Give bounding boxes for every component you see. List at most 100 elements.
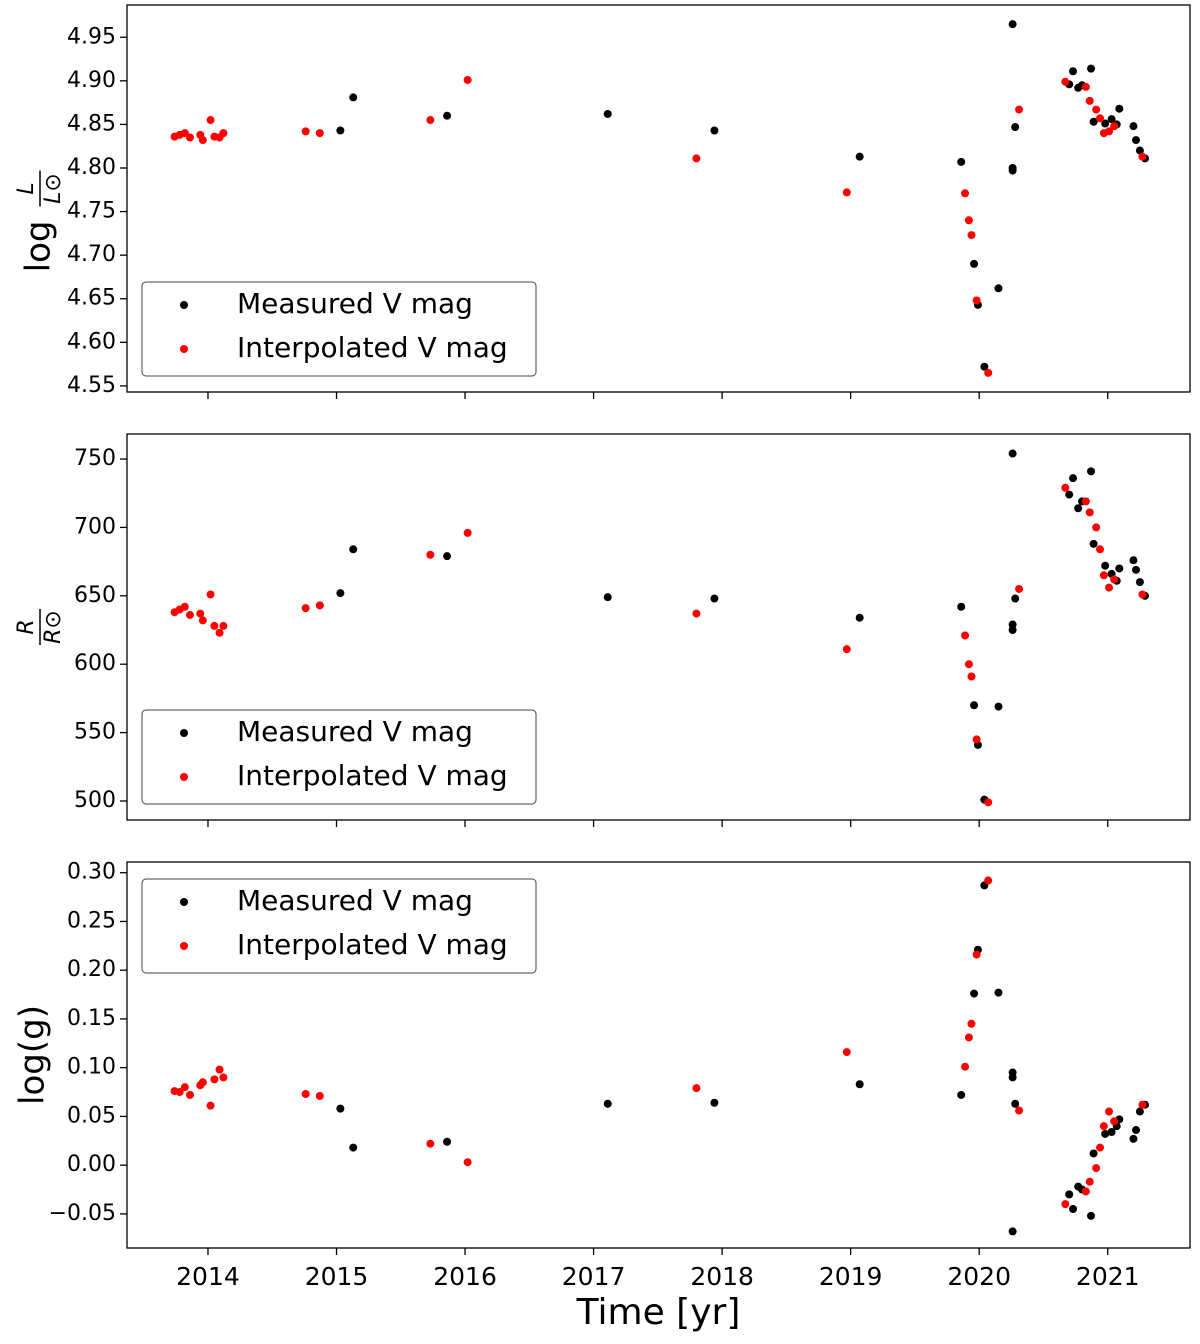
point [185,610,194,619]
y-tick-label: 4.70 [67,242,116,267]
y-tick-label: 700 [74,514,116,539]
point [1132,565,1141,574]
legend-marker [180,898,188,906]
point [1008,449,1017,458]
point [1096,545,1105,554]
point [1138,590,1147,599]
legend-marker [180,942,188,950]
point [1069,1205,1078,1214]
point [196,609,205,618]
point [219,129,228,138]
point [961,631,970,640]
x-tick-label: 2014 [176,1262,240,1291]
point [463,75,472,84]
point [336,1104,345,1113]
point [1011,594,1020,603]
y-axis-label: log(g) [13,1005,53,1105]
plot-frame [126,861,1191,1249]
y-tick-label: 0.25 [67,908,116,933]
point [1008,620,1017,629]
x-tick-label: 2018 [690,1262,754,1291]
point [967,672,976,681]
point [1015,105,1024,114]
point [1065,1190,1074,1199]
legend-marker [180,729,188,737]
point [219,1073,228,1082]
point [603,1099,612,1108]
point [1092,523,1101,532]
point [315,601,324,610]
legend-label: Measured V mag [237,884,473,917]
y-axis-label: log L L⊙ [14,170,66,272]
point [301,1089,310,1098]
legend-label: Measured V mag [237,715,473,748]
point [972,296,981,305]
y-tick-label: 4.60 [67,329,116,354]
legend-label: Interpolated V mag [237,759,508,792]
point [1096,1143,1105,1152]
point [185,133,194,142]
point [961,189,970,198]
y-tick-label: 600 [74,651,116,676]
y-tick-label: 650 [74,583,116,608]
point [1132,1126,1141,1135]
point [1008,20,1017,29]
y-label-denominator: L⊙ [41,173,66,204]
point [206,590,215,599]
x-tick-label: 2021 [1076,1262,1140,1291]
y-tick-label: 550 [74,720,116,745]
point [1110,122,1119,131]
point [1081,82,1090,91]
point [1087,64,1096,73]
point [315,129,324,138]
point [349,93,358,102]
point [1135,146,1144,155]
point [1061,483,1070,492]
legend-marker [180,345,188,353]
point [842,645,851,654]
point [210,1075,219,1084]
point [994,284,1003,293]
point [1065,490,1074,499]
point [1008,1073,1017,1082]
point [463,1158,472,1167]
point [1008,1227,1017,1236]
point [855,152,864,161]
point [349,1143,358,1152]
point [180,602,189,611]
point [1081,497,1090,506]
point [215,1065,224,1074]
point [1105,1107,1114,1116]
point [603,109,612,118]
point [1008,166,1017,175]
point [1089,117,1098,126]
point [426,1139,435,1148]
y-tick-label: −0.05 [49,1201,116,1226]
point [315,1091,324,1100]
y-tick-label: 4.80 [67,155,116,180]
point [1105,583,1114,592]
point [994,702,1003,711]
point [301,127,310,136]
legend-marker [180,773,188,781]
point [984,876,993,885]
point [1099,1122,1108,1131]
plot-frame [126,433,1191,821]
y-tick-label: 0.20 [67,957,116,982]
point [1129,122,1138,131]
point [1011,123,1020,132]
y-label-numerator: R [14,619,39,634]
point [1089,1149,1098,1158]
point [964,660,973,669]
point [972,950,981,959]
point [1107,115,1116,124]
point [1110,1117,1119,1126]
plot-frame [126,4,1191,393]
legend-box [141,709,537,805]
point [1110,575,1119,584]
legend-box [141,281,537,377]
point [1085,96,1094,105]
y-tick-label: 0.10 [67,1055,116,1080]
point [964,216,973,225]
